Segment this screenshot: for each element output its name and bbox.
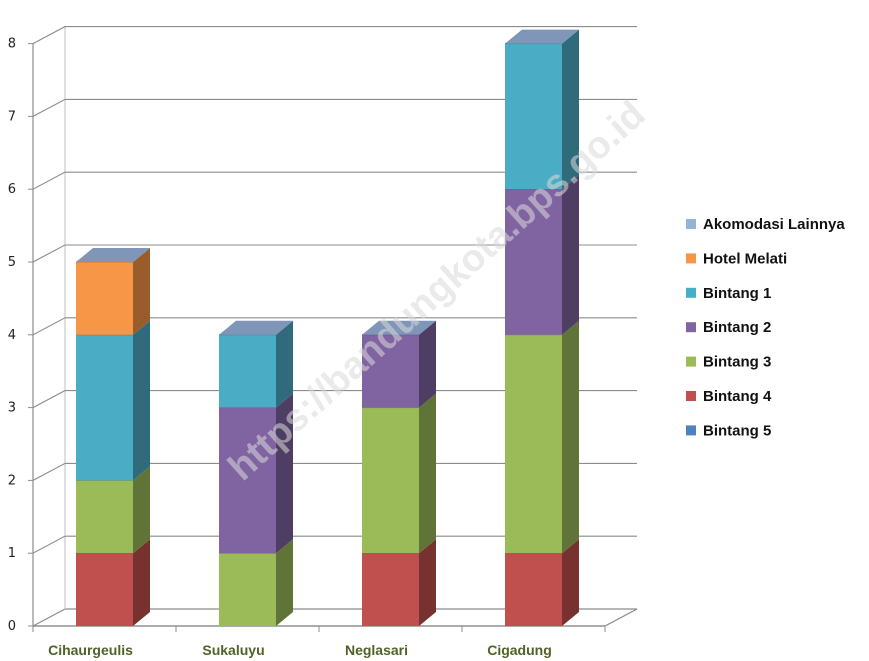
legend-item: Bintang 1 — [686, 285, 771, 302]
bar-front-face — [505, 334, 562, 554]
legend-item: Bintang 4 — [686, 388, 772, 405]
legend-label: Bintang 5 — [703, 422, 771, 439]
legend: Akomodasi Lainnya Hotel Melati Bintang 1 Bi… — [686, 216, 845, 439]
bar-segment — [362, 539, 436, 626]
legend-swatch — [686, 219, 696, 229]
bar-front-face — [362, 553, 419, 626]
bar-front-face — [219, 334, 276, 408]
x-category-label: Cihaurgeulis — [48, 642, 133, 658]
bar-top-face — [219, 320, 293, 335]
bar-side-face — [419, 539, 436, 626]
bar-front-face — [76, 553, 133, 626]
legend-item: Akomodasi Lainnya — [686, 216, 845, 233]
bar-front-face — [362, 407, 419, 554]
bar-side-face — [562, 320, 579, 554]
bar-side-face — [419, 320, 436, 408]
bar-side-face — [562, 29, 579, 190]
y-tick-label: 5 — [8, 255, 16, 270]
bar-front-face — [505, 189, 562, 335]
bar-side-face — [276, 320, 293, 408]
legend-swatch — [686, 287, 696, 298]
gridline — [32, 462, 637, 481]
y-tick-label: 0 — [8, 619, 16, 634]
bar-segment — [505, 539, 579, 626]
x-category-label: Cigadung — [487, 642, 552, 658]
bar-front-face — [505, 553, 562, 626]
gridline — [32, 98, 637, 117]
y-axis-ticks: 0 1 2 3 4 5 6 7 8 — [8, 37, 606, 634]
gridline — [32, 244, 637, 263]
bar-front-face — [76, 480, 133, 554]
bar-segment — [362, 320, 436, 408]
y-tick-label: 3 — [8, 401, 16, 416]
legend-item: Bintang 5 — [686, 422, 771, 439]
y-tick-label: 6 — [8, 182, 16, 197]
legend-swatch — [686, 425, 696, 436]
bar-side-face — [133, 248, 150, 335]
bar-side-face — [133, 320, 150, 481]
bar-front-face — [362, 334, 419, 408]
y-tick-label: 8 — [8, 37, 16, 52]
legend-swatch — [686, 356, 696, 367]
bar-side-face — [562, 175, 579, 335]
bar-top-face — [76, 248, 150, 262]
bar-segment — [76, 320, 150, 481]
legend-label: Akomodasi Lainnya — [703, 216, 845, 233]
bar-segment — [76, 539, 150, 626]
bar-top-face — [505, 29, 579, 44]
bar-side-face — [419, 393, 436, 554]
legend-swatch — [686, 391, 696, 401]
legend-swatch — [686, 253, 696, 264]
x-axis-categories: Cihaurgeulis Sukaluyu Neglasari Cigadung — [48, 642, 552, 658]
bar-side-face — [276, 393, 293, 554]
y-tick-label: 7 — [8, 109, 16, 124]
legend-label: Bintang 3 — [703, 354, 771, 371]
legend-item: Hotel Melati — [686, 250, 787, 267]
bar-front-face — [76, 262, 133, 335]
bar-side-face — [562, 539, 579, 626]
bar-segment — [219, 539, 293, 626]
legend-label: Bintang 2 — [703, 319, 771, 336]
bar-side-face — [133, 466, 150, 554]
bar-front-face — [505, 43, 562, 190]
bar-side-face — [133, 539, 150, 626]
y-tick-label: 4 — [8, 328, 16, 343]
gridline — [32, 535, 637, 554]
bar-front-face — [219, 407, 276, 554]
bar-segment — [219, 393, 293, 554]
y-tick-label: 1 — [8, 546, 16, 561]
gridline — [32, 390, 637, 409]
y-tick-label: 2 — [8, 473, 16, 488]
legend-label: Hotel Melati — [703, 250, 787, 267]
bar-segment — [362, 393, 436, 554]
legend-item: Bintang 2 — [686, 319, 771, 336]
bar-top-face — [362, 320, 436, 335]
bar-segment — [76, 248, 150, 335]
bar-front-face — [219, 553, 276, 626]
legend-label: Bintang 4 — [703, 388, 772, 405]
x-category-label: Neglasari — [345, 642, 408, 658]
x-category-label: Sukaluyu — [202, 642, 264, 658]
gridlines — [32, 26, 637, 554]
legend-swatch — [686, 322, 696, 333]
legend-label: Bintang 1 — [703, 285, 771, 302]
bar-front-face — [76, 334, 133, 481]
bar-side-face — [276, 539, 293, 626]
legend-item: Bintang 3 — [686, 354, 771, 371]
bar-segment — [505, 175, 579, 335]
watermark: https://bandungkota.bps.go.id — [221, 93, 654, 489]
gridline — [32, 26, 637, 45]
bars — [76, 29, 579, 626]
bar-segment — [219, 320, 293, 408]
bar-segment — [76, 466, 150, 554]
gridline — [32, 171, 637, 190]
gridline — [32, 317, 637, 336]
bar-segment — [505, 29, 579, 190]
bar-segment — [505, 320, 579, 554]
